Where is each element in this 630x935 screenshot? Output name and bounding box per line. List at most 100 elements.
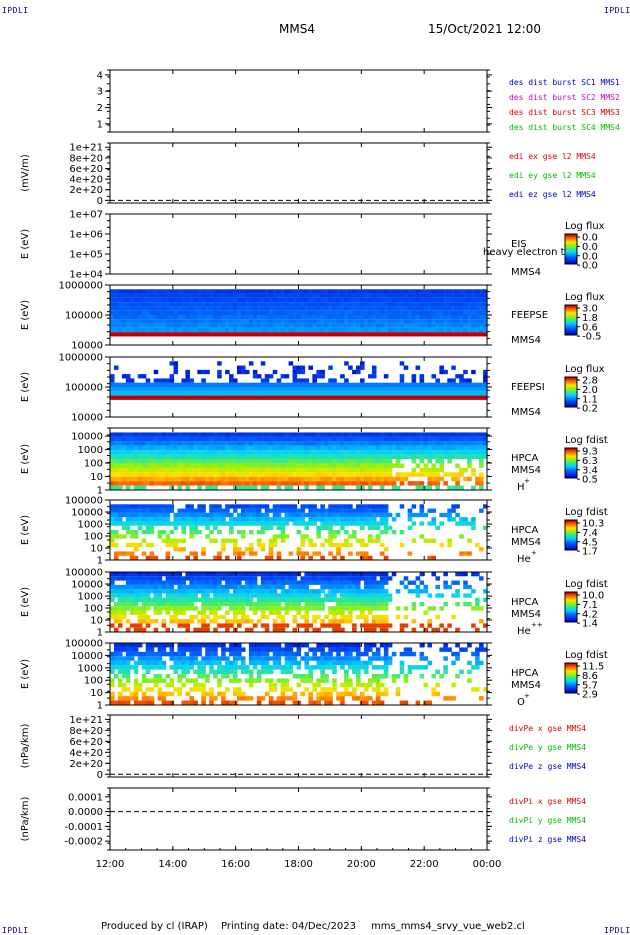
spectrogram-cell [336, 619, 341, 623]
spectrogram-cell [265, 598, 270, 602]
spectrogram-cell [447, 391, 452, 395]
spectrogram-cell [324, 446, 329, 450]
spectrogram-cell [193, 551, 198, 555]
spectrogram-cell [332, 387, 337, 391]
spectrogram-cell [368, 623, 373, 627]
spectrogram-cell [110, 396, 115, 400]
spectrogram-cell [185, 387, 190, 391]
spectrogram-cell [185, 463, 190, 467]
spectrogram-cell [273, 306, 278, 310]
spectrogram-cell [269, 432, 274, 436]
spectrogram-cell [388, 526, 393, 530]
spectrogram-cell [261, 504, 266, 508]
spectrogram-cell [412, 504, 417, 508]
spectrogram-cell [166, 585, 171, 589]
spectrogram-cell [356, 468, 361, 472]
spectrogram-cell [368, 328, 373, 332]
spectrogram-cell [471, 306, 476, 310]
spectrogram-cell [130, 665, 135, 669]
spectrogram-cell [213, 315, 218, 319]
spectrogram-cell [253, 315, 258, 319]
spectrogram-cell [300, 543, 305, 547]
spectrogram-cell [201, 383, 206, 387]
spectrogram-cell [245, 481, 250, 485]
spectrogram-cell [134, 598, 139, 602]
spectrogram-cell [427, 311, 432, 315]
spectrogram-cell [396, 315, 401, 319]
spectrogram-cell [336, 589, 341, 593]
spectrogram-cell [122, 521, 127, 525]
spectrogram-cell [185, 441, 190, 445]
spectrogram-cell [372, 328, 377, 332]
spectrogram-cell [277, 294, 282, 298]
spectrogram-cell [150, 298, 155, 302]
spectrogram-cell [201, 432, 206, 436]
spectrogram-cell [221, 472, 226, 476]
spectrogram-cell [479, 606, 484, 610]
spectrogram-cell [173, 315, 178, 319]
spectrogram-cell [130, 294, 135, 298]
spectrogram-cell [158, 572, 163, 576]
spectrogram-cell [197, 530, 202, 534]
spectrogram-cell [249, 547, 254, 551]
spectrogram-cell [173, 472, 178, 476]
spectrogram-cell [424, 539, 429, 543]
spectrogram-cell [443, 602, 448, 606]
spectrogram-cell [189, 315, 194, 319]
spectrogram-cell [229, 315, 234, 319]
spectrogram-cell [233, 598, 238, 602]
spectrogram-cell [201, 396, 206, 400]
spectrogram-cell [166, 602, 171, 606]
spectrogram-cell [297, 396, 302, 400]
spectrogram-cell [142, 692, 147, 696]
spectrogram-cell [396, 324, 401, 328]
spectrogram-cell [233, 585, 238, 589]
spectrogram-cell [439, 432, 444, 436]
spectrogram-cell [229, 463, 234, 467]
spectrogram-cell [360, 294, 365, 298]
spectrogram-cell [348, 606, 353, 610]
spectrogram-cell [253, 294, 258, 298]
spectrogram-cell [173, 665, 178, 669]
spectrogram-cell [293, 513, 298, 517]
spectrogram-cell [146, 450, 151, 454]
spectrogram-cell [197, 585, 202, 589]
spectrogram-cell [300, 319, 305, 323]
ytick-label: 100 [84, 532, 103, 543]
spectrogram-cell [384, 446, 389, 450]
spectrogram-cell [253, 289, 258, 293]
legend-entry: edi ey gse l2 MMS4 [509, 171, 596, 180]
spectrogram-cell [455, 391, 460, 395]
spectrogram-cell [110, 311, 115, 315]
spectrogram-cell [312, 289, 317, 293]
spectrogram-cell [368, 446, 373, 450]
spectrogram-cell [201, 585, 206, 589]
spectrogram-cell [166, 298, 171, 302]
spacecraft-label: MMS4 [511, 267, 541, 278]
spectrogram-cell [189, 606, 194, 610]
spectrogram-cell [352, 593, 357, 597]
spectrogram-cell [150, 576, 155, 580]
spectrogram-cell [364, 521, 369, 525]
spectrogram-cell [293, 628, 298, 632]
spectrogram-cell [265, 383, 270, 387]
spectrogram-cell [281, 437, 286, 441]
spectrogram-cell [181, 602, 186, 606]
spectrogram-cell [217, 477, 222, 481]
spectrogram-cell [197, 289, 202, 293]
spectrogram-cell [249, 324, 254, 328]
spectrogram-cell [146, 315, 151, 319]
spectrogram-cell [368, 598, 373, 602]
spectrogram-cell [146, 477, 151, 481]
spectrogram-cell [170, 652, 175, 656]
spectrogram-cell [297, 547, 302, 551]
spectrogram-cell [257, 481, 262, 485]
spectrogram-cell [162, 572, 167, 576]
spectrogram-cell [221, 521, 226, 525]
spectrogram-cell [380, 311, 385, 315]
spectrogram-cell [158, 696, 163, 700]
spectrogram-cell [197, 517, 202, 521]
spectrogram-cell [269, 581, 274, 585]
spectrogram-cell [114, 319, 119, 323]
spectrogram-cell [416, 481, 421, 485]
